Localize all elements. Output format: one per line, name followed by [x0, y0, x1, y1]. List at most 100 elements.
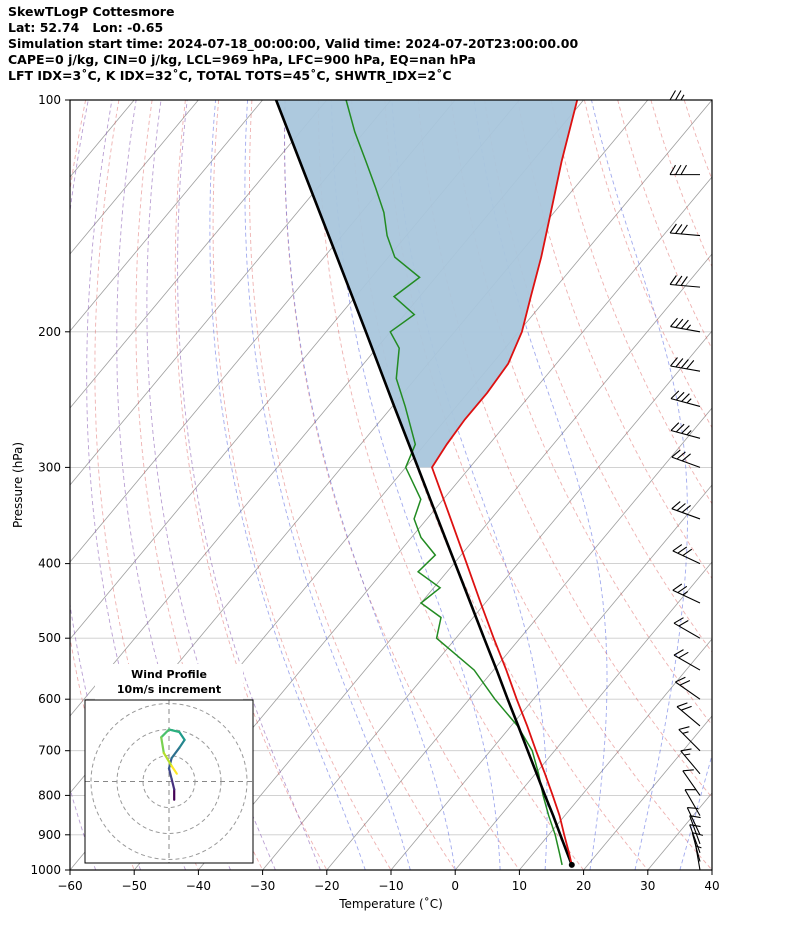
dry-adiabat — [550, 100, 712, 505]
wind-barb — [675, 676, 701, 700]
dry-adiabat — [617, 100, 712, 350]
wind-barb — [672, 544, 701, 565]
dry-adiabat — [650, 100, 712, 268]
dry-adiabat — [174, 100, 328, 870]
y-tick-label: 800 — [38, 788, 61, 802]
hodograph-ring — [116, 729, 222, 834]
hodograph-trace-segment — [160, 736, 165, 755]
y-tick-label: 900 — [38, 828, 61, 842]
x-axis-label: Temperature (˚C) — [338, 896, 443, 911]
wind-barb — [670, 390, 701, 407]
hodograph-trace-segment — [167, 728, 181, 734]
station-latlon: Lat: 52.74 Lon: -0.65 — [8, 20, 163, 35]
hodograph-subtitle: 10m/s increment — [117, 683, 221, 696]
isotherm — [198, 253, 712, 870]
wind-barb — [670, 317, 701, 333]
wind-barb — [669, 275, 701, 288]
dry-adiabat — [317, 100, 584, 870]
y-tick-label: 700 — [38, 744, 61, 758]
moist-adiabat — [591, 100, 688, 870]
hodograph-border — [84, 699, 254, 864]
shaded-area — [276, 100, 578, 468]
y-tick-label: 500 — [38, 631, 61, 645]
indices-line: LFT IDX=3˚C, K IDX=32˚C, TOTAL TOTS=45˚C… — [8, 68, 452, 84]
hodograph-ring — [142, 755, 196, 808]
y-tick-label: 600 — [38, 692, 61, 706]
hodograph-trace-segment — [160, 728, 171, 739]
wind-barb — [672, 583, 701, 604]
hodograph-title: Wind Profile — [131, 668, 207, 681]
wind-barb — [670, 422, 701, 439]
dry-adiabat — [717, 100, 794, 870]
hodograph-trace-segment — [170, 777, 176, 791]
surface-marker — [568, 861, 575, 868]
sim-times: Simulation start time: 2024-07-18_00:00:… — [8, 36, 578, 52]
isotherm — [70, 100, 199, 255]
moist-adiabat — [284, 100, 456, 870]
wind-barb — [676, 702, 701, 727]
x-tick-label: 10 — [512, 879, 527, 893]
moist-adiabat — [244, 100, 411, 870]
parcel-env-shading — [276, 100, 578, 468]
y-tick-label: 1000 — [30, 863, 61, 877]
moist-adiabat — [725, 100, 794, 870]
moist-adiabat — [679, 753, 712, 870]
isotherm — [647, 792, 712, 870]
isotherm — [711, 869, 712, 870]
wind-barb — [673, 649, 701, 671]
isotherm — [70, 100, 263, 332]
y-tick-label: 100 — [38, 93, 61, 107]
y-tick-label: 200 — [38, 325, 61, 339]
dewpoint-curve — [345, 100, 563, 866]
sounding-profiles — [274, 100, 579, 868]
hodograph-trace-segment — [162, 751, 173, 768]
hodograph-ring — [90, 703, 248, 860]
chart-title: SkewTLogP Cottesmore — [8, 4, 174, 19]
dry-adiabat — [450, 100, 712, 726]
y-axis-label: Pressure (hPa) — [11, 442, 25, 528]
wind-barb — [686, 807, 701, 835]
dry-adiabat — [212, 100, 392, 870]
wind-barb — [671, 449, 701, 468]
isotherm — [326, 407, 712, 870]
x-tick-label: 0 — [451, 879, 459, 893]
moist-adiabat — [473, 100, 608, 870]
wind-barbs — [669, 90, 704, 871]
axis-ticks: −60 −50 −40 −30 −20 −10 0 10 20 30 40 100 200 300 400 5… — [30, 93, 719, 893]
isotherm — [454, 561, 712, 870]
isotherm — [70, 100, 328, 409]
wind-barb — [671, 501, 701, 520]
x-tick-label: −30 — [250, 879, 275, 893]
x-tick-label: 30 — [640, 879, 655, 893]
x-tick-label: −10 — [378, 879, 403, 893]
dry-adiabat — [517, 100, 712, 580]
isotherm — [262, 330, 712, 870]
x-tick-label: −40 — [186, 879, 211, 893]
temperature-curve — [431, 100, 579, 866]
x-tick-label: −60 — [57, 879, 82, 893]
moist-adiabat — [209, 100, 366, 870]
x-tick-label: 20 — [576, 879, 591, 893]
isotherm — [390, 484, 712, 870]
wind-barb — [682, 769, 701, 796]
moist-adiabat-cold — [116, 100, 231, 870]
dry-adiabat — [94, 100, 199, 870]
moist-adiabat — [331, 100, 501, 870]
y-tick-label: 400 — [38, 557, 61, 571]
dry-adiabat — [249, 100, 456, 870]
dry-adiabat — [135, 100, 264, 870]
dry-adiabat — [484, 100, 712, 653]
moist-adiabat-cold — [146, 100, 276, 870]
hodograph-inset — [84, 699, 254, 864]
x-tick-label: −20 — [314, 879, 339, 893]
hodograph-trace-segment — [178, 738, 186, 749]
wind-barb — [669, 223, 701, 237]
wind-barb — [669, 90, 700, 101]
x-tick-label: 40 — [704, 879, 719, 893]
dry-adiabat — [751, 100, 794, 870]
wind-barb — [670, 357, 701, 372]
wind-barb — [689, 824, 701, 854]
hodograph-trace-segment — [170, 764, 178, 775]
wind-barb — [684, 789, 701, 816]
